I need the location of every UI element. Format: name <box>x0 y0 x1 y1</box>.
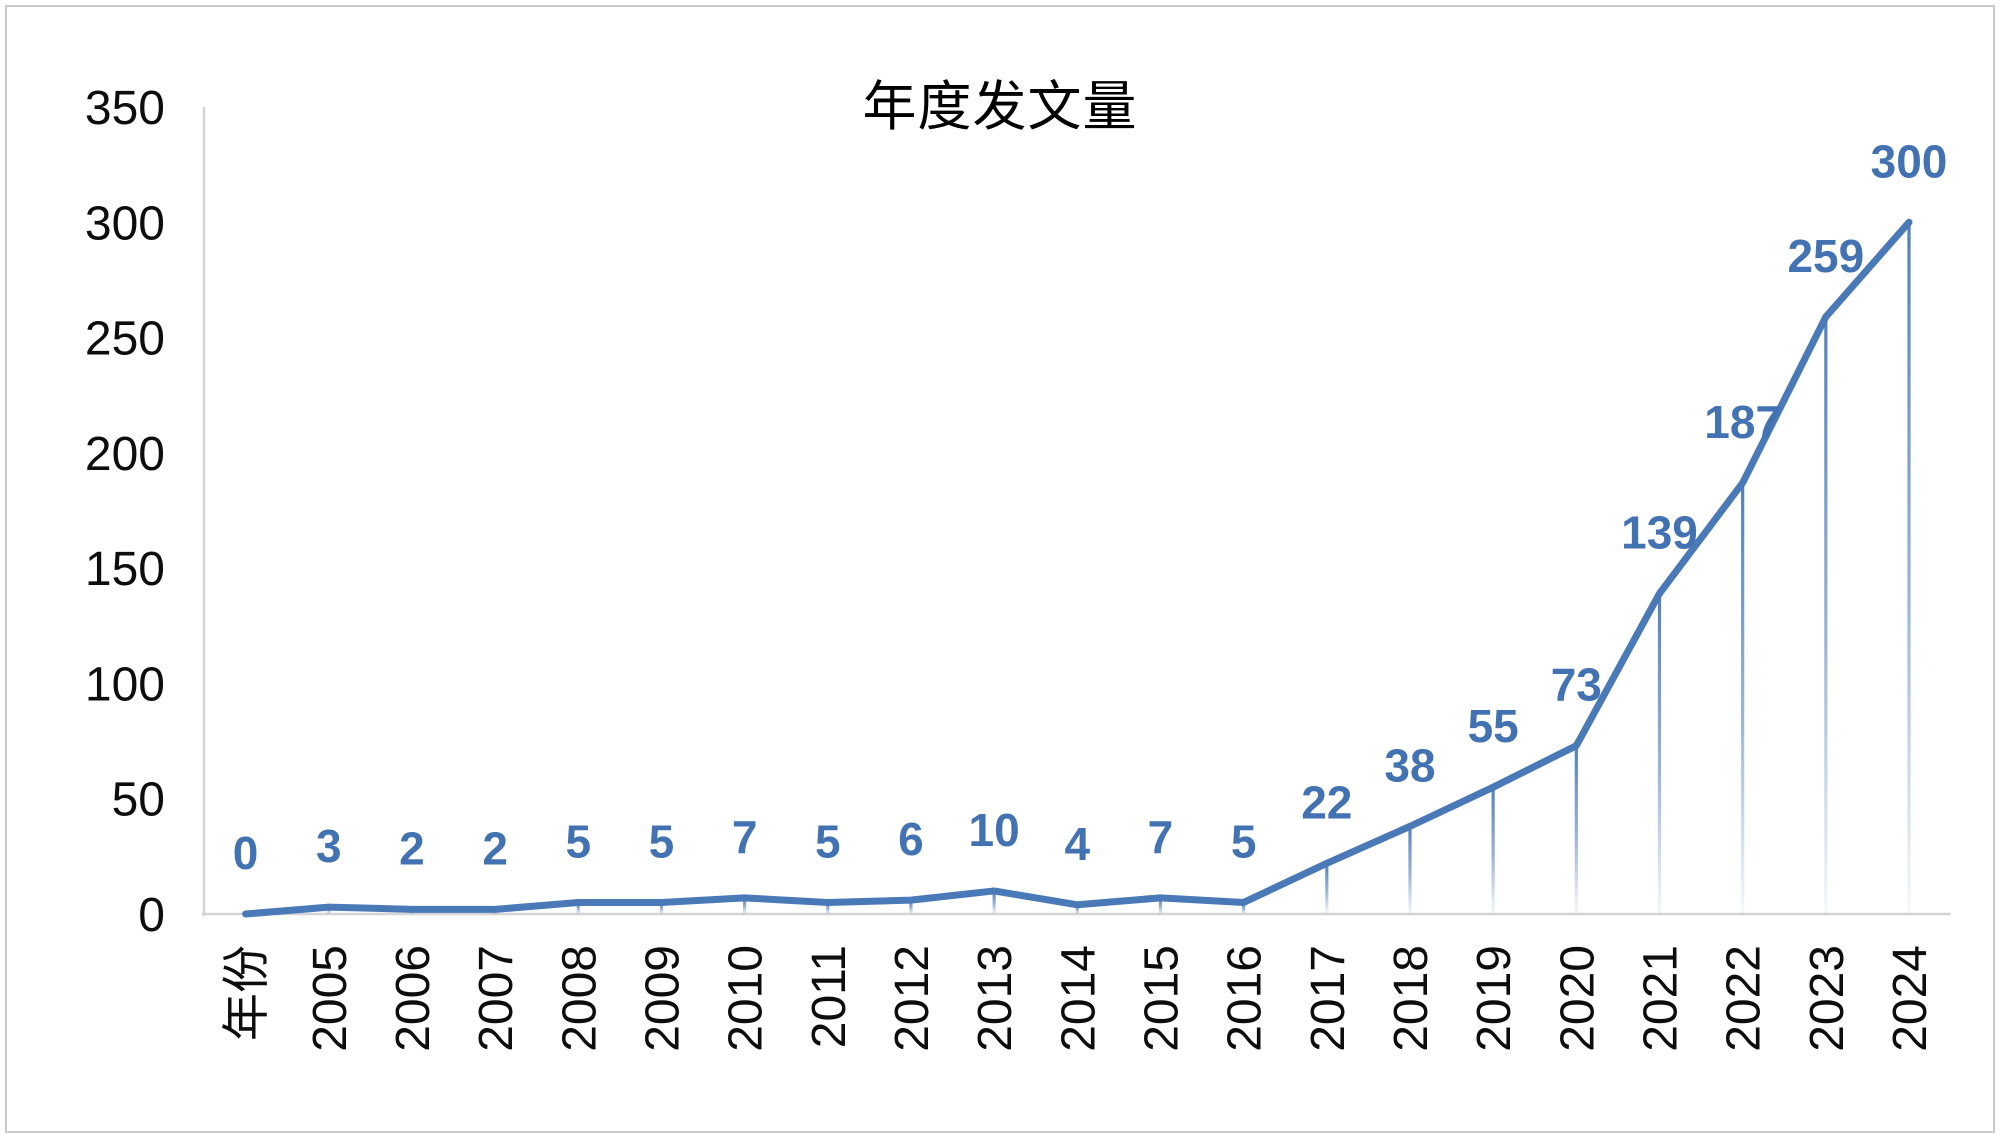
x-tick-label: 2006 <box>387 945 440 1052</box>
x-tick-label: 2010 <box>720 945 773 1052</box>
drop-line <box>1408 826 1411 914</box>
data-label: 4 <box>1065 818 1091 870</box>
data-label: 5 <box>815 815 841 867</box>
y-tick-label: 250 <box>85 313 165 366</box>
x-tick-label: 2015 <box>1135 945 1188 1052</box>
data-label: 5 <box>565 815 591 867</box>
x-tick-label: 2020 <box>1551 945 1604 1052</box>
y-tick-label: 0 <box>138 889 165 942</box>
x-tick-label: 2014 <box>1052 945 1105 1052</box>
drop-line <box>1492 787 1495 914</box>
drop-line <box>1907 222 1910 914</box>
data-label: 3 <box>316 820 342 872</box>
x-tick-label: 2016 <box>1219 945 1272 1052</box>
data-label: 187 <box>1704 396 1781 448</box>
data-label: 7 <box>1148 811 1174 863</box>
data-label: 10 <box>969 804 1020 856</box>
drop-line <box>1658 594 1661 914</box>
x-tick-label: 2005 <box>304 945 357 1052</box>
x-tick-label: 2011 <box>803 945 856 1048</box>
y-tick-label: 200 <box>85 428 165 481</box>
data-label: 6 <box>898 813 924 865</box>
y-tick-label: 350 <box>85 82 165 135</box>
y-tick-label: 300 <box>85 197 165 250</box>
x-tick-label: 2009 <box>636 945 689 1052</box>
y-tick-label: 50 <box>112 774 165 827</box>
x-tick-label: 2017 <box>1302 945 1355 1052</box>
x-tick-label: 2012 <box>886 945 939 1052</box>
x-tick-label: 年份 <box>221 945 274 1041</box>
x-tick-label: 2013 <box>969 945 1022 1052</box>
data-label: 259 <box>1787 230 1864 282</box>
x-tick-label: 2018 <box>1385 945 1438 1052</box>
data-label: 139 <box>1621 507 1698 559</box>
data-label: 73 <box>1551 659 1602 711</box>
y-tick-label: 100 <box>85 658 165 711</box>
x-tick-label: 2023 <box>1801 945 1854 1052</box>
y-tick-label: 150 <box>85 543 165 596</box>
x-tick-label: 2022 <box>1718 945 1771 1052</box>
data-label: 2 <box>482 822 508 874</box>
drop-line <box>1325 863 1328 914</box>
x-tick-label: 2008 <box>553 945 606 1052</box>
data-label: 55 <box>1468 700 1519 752</box>
drop-line <box>1575 746 1578 914</box>
data-label: 2 <box>399 822 425 874</box>
data-label: 7 <box>732 811 758 863</box>
data-label: 22 <box>1301 776 1352 828</box>
drop-line <box>1824 317 1827 914</box>
data-label: 5 <box>649 815 675 867</box>
x-tick-label: 2007 <box>470 945 523 1052</box>
x-tick-label: 2021 <box>1634 945 1687 1052</box>
data-label: 5 <box>1231 815 1257 867</box>
data-label: 38 <box>1384 739 1435 791</box>
drop-line <box>1741 483 1744 914</box>
x-tick-label: 2019 <box>1468 945 1521 1052</box>
data-label: 0 <box>233 827 259 879</box>
x-tick-label: 2024 <box>1884 945 1937 1052</box>
data-label: 300 <box>1871 135 1948 187</box>
